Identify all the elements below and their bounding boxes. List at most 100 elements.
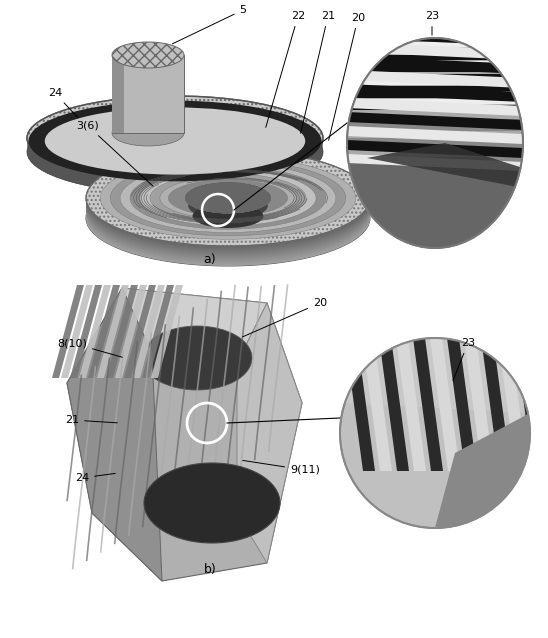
Polygon shape [347, 126, 523, 144]
Ellipse shape [185, 182, 271, 213]
Ellipse shape [27, 100, 323, 184]
Ellipse shape [86, 155, 370, 251]
Polygon shape [347, 168, 523, 186]
Text: 5: 5 [173, 5, 247, 44]
Ellipse shape [189, 193, 268, 219]
Ellipse shape [86, 170, 370, 266]
Ellipse shape [86, 157, 370, 253]
Bar [347, 233, 523, 245]
Polygon shape [367, 143, 523, 188]
Ellipse shape [185, 182, 271, 213]
Text: 21: 21 [65, 415, 117, 425]
Ellipse shape [27, 108, 323, 192]
Ellipse shape [27, 97, 323, 181]
Polygon shape [52, 285, 84, 378]
Ellipse shape [27, 110, 323, 194]
Ellipse shape [27, 99, 323, 183]
Ellipse shape [86, 151, 370, 247]
Ellipse shape [150, 174, 306, 223]
Text: 24: 24 [48, 88, 78, 118]
Ellipse shape [140, 170, 316, 226]
Ellipse shape [185, 182, 271, 213]
Bar [347, 176, 523, 188]
Polygon shape [447, 338, 477, 471]
Polygon shape [124, 285, 156, 378]
Ellipse shape [86, 162, 370, 258]
Polygon shape [347, 98, 523, 116]
Text: 8(10): 8(10) [57, 338, 122, 357]
Polygon shape [347, 112, 523, 130]
Ellipse shape [185, 182, 271, 213]
Polygon shape [347, 42, 523, 60]
Text: 21: 21 [301, 11, 335, 133]
Bar [347, 119, 523, 131]
Ellipse shape [144, 463, 280, 543]
Bar [347, 105, 523, 110]
Polygon shape [347, 182, 523, 200]
Ellipse shape [86, 150, 370, 246]
Bar [347, 86, 523, 91]
Polygon shape [347, 154, 523, 172]
Ellipse shape [192, 204, 264, 228]
Ellipse shape [86, 159, 370, 255]
Polygon shape [67, 288, 162, 581]
Bar [347, 67, 523, 72]
Ellipse shape [86, 168, 370, 264]
Polygon shape [430, 338, 460, 471]
Text: 3(6): 3(6) [77, 121, 153, 186]
Bar [347, 157, 523, 169]
Ellipse shape [86, 160, 370, 256]
Ellipse shape [86, 158, 370, 254]
Ellipse shape [185, 182, 271, 213]
Bar [347, 99, 523, 104]
Polygon shape [435, 413, 530, 528]
Ellipse shape [27, 96, 323, 180]
Bar [347, 36, 523, 41]
Ellipse shape [130, 167, 326, 229]
Ellipse shape [112, 42, 184, 68]
Polygon shape [88, 285, 120, 378]
Ellipse shape [86, 170, 370, 266]
Text: 23: 23 [425, 11, 439, 35]
Polygon shape [79, 285, 111, 378]
Polygon shape [122, 288, 267, 363]
Ellipse shape [27, 105, 323, 189]
Polygon shape [133, 285, 165, 378]
Polygon shape [347, 140, 523, 158]
Ellipse shape [168, 180, 288, 216]
Text: a): a) [204, 253, 216, 267]
Text: 20: 20 [243, 298, 327, 337]
Bar [347, 138, 523, 150]
Polygon shape [481, 338, 511, 471]
Polygon shape [106, 285, 138, 378]
Ellipse shape [112, 120, 184, 146]
Ellipse shape [185, 182, 271, 213]
Text: b): b) [204, 563, 216, 577]
Text: 22: 22 [266, 11, 305, 128]
Ellipse shape [120, 163, 336, 233]
Ellipse shape [27, 110, 323, 194]
Polygon shape [345, 338, 375, 471]
Ellipse shape [185, 182, 271, 213]
Ellipse shape [27, 106, 323, 190]
Polygon shape [396, 338, 426, 471]
Polygon shape [70, 285, 102, 378]
Ellipse shape [27, 102, 323, 186]
Polygon shape [115, 285, 147, 378]
Ellipse shape [86, 153, 370, 249]
Bar [347, 214, 523, 226]
Polygon shape [347, 70, 523, 88]
Ellipse shape [86, 163, 370, 259]
Text: 24: 24 [75, 473, 115, 483]
Text: 20: 20 [329, 13, 365, 140]
Polygon shape [61, 285, 93, 378]
Ellipse shape [86, 164, 370, 260]
Bar [347, 74, 523, 79]
Polygon shape [347, 84, 523, 102]
Ellipse shape [160, 177, 296, 219]
Polygon shape [340, 338, 530, 413]
Polygon shape [97, 285, 129, 378]
Ellipse shape [27, 109, 323, 193]
Bar [347, 48, 523, 53]
Polygon shape [347, 163, 523, 248]
